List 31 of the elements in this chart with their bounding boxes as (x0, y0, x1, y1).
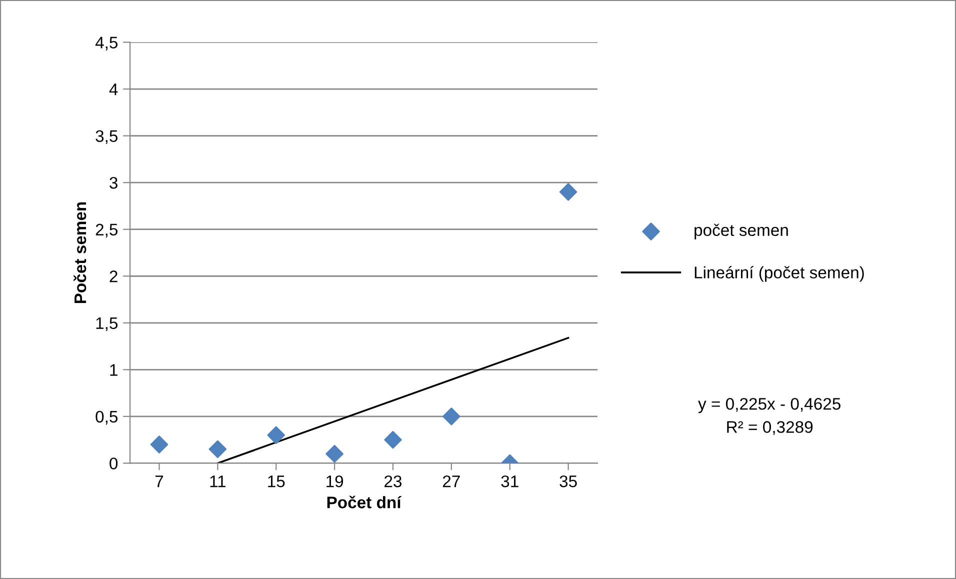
x-tick-label: 15 (268, 476, 285, 488)
x-tick-label: 35 (560, 475, 577, 488)
point (150, 436, 168, 454)
point (442, 408, 460, 426)
y-tick-label: 1,5 (96, 317, 118, 332)
y-tick-label: 2 (110, 270, 118, 282)
x-tick-label: 19 (326, 475, 344, 488)
y-axis-title: Počet semen (74, 202, 86, 304)
point (326, 444, 344, 463)
x-tick-label: 31 (501, 475, 518, 488)
legend-label: počet semen (694, 224, 788, 240)
x-tick-label: 11 (210, 476, 226, 488)
y-tick-label: 1 (110, 364, 118, 376)
point (384, 430, 402, 449)
legend-label: Lineární (počet semen) (694, 266, 864, 282)
y-tick-label: 3 (110, 176, 118, 189)
x-tick-label: 7 (155, 476, 164, 488)
y-tick-label: 4,5 (95, 36, 118, 50)
text: R² = 0,3289 (727, 421, 813, 435)
y-tick-label: 2,5 (96, 224, 118, 238)
x-tick-label: 27 (442, 475, 460, 488)
x-tick-label: 23 (384, 475, 402, 488)
point (559, 183, 578, 201)
y-tick-label: 4 (109, 84, 118, 96)
point (267, 426, 286, 444)
text: y = 0,225x - 0,4625 (698, 398, 840, 414)
x-axis-title: Počet dní (327, 496, 402, 508)
y-tick-label: 3,5 (96, 130, 118, 144)
y-tick-label: 0,5 (96, 410, 118, 425)
point (208, 440, 227, 458)
y-tick-label: 0 (110, 458, 118, 470)
